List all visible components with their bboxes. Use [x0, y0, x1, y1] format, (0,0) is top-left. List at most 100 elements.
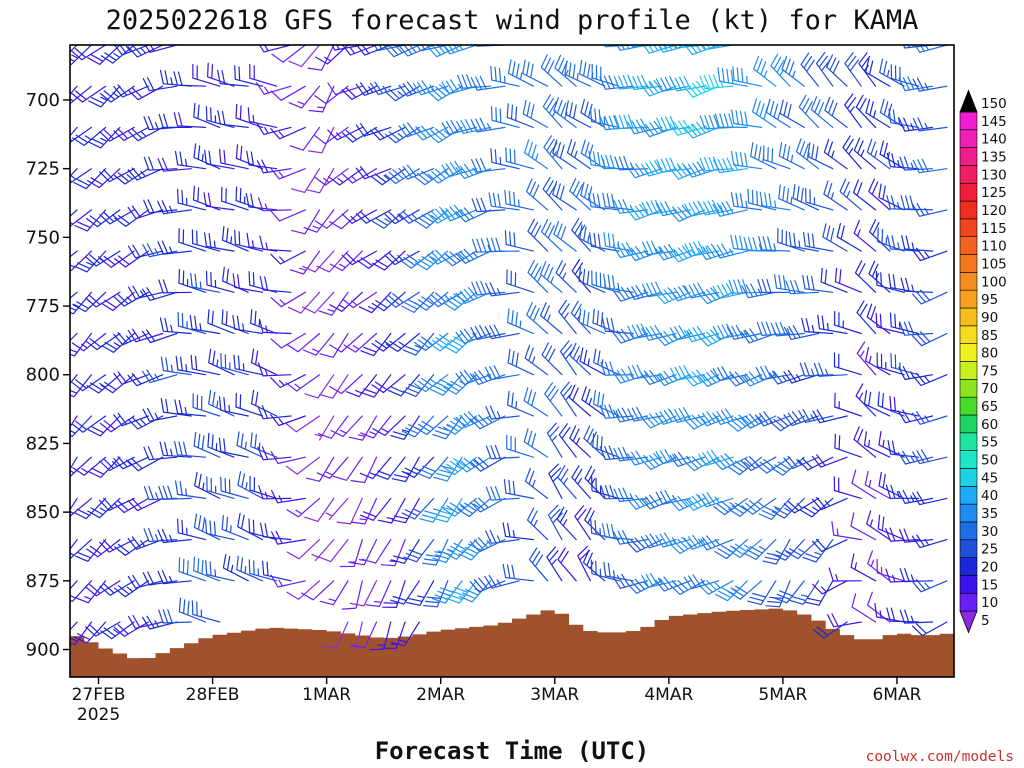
wind-barb — [300, 580, 335, 601]
wind-barb — [127, 497, 164, 512]
wind-barb — [157, 528, 192, 544]
wind-barb — [627, 364, 663, 380]
colorbar-cell — [959, 575, 978, 594]
wind-barb — [72, 456, 107, 476]
wind-barb — [127, 285, 164, 300]
wind-barb — [371, 291, 406, 312]
wind-barb — [127, 45, 164, 58]
wind-barb — [488, 192, 520, 211]
wind-barb — [208, 348, 235, 376]
wind-barb — [911, 331, 948, 347]
wind-barb — [783, 411, 820, 427]
wind-barb — [655, 449, 691, 465]
wind-barb — [369, 621, 392, 651]
wind-barb — [730, 150, 763, 170]
wind-barb — [70, 168, 92, 184]
wind-barb — [250, 309, 278, 335]
wind-barb — [865, 58, 891, 87]
wind-barb — [470, 497, 506, 513]
wind-barb — [773, 580, 805, 604]
wind-barb — [316, 250, 349, 273]
wind-barb — [427, 126, 463, 144]
wind-barb — [591, 63, 620, 87]
wind-barb — [542, 94, 563, 128]
colorbar-cell — [959, 485, 978, 505]
wind-barb — [912, 77, 948, 92]
wind-barb — [902, 45, 934, 49]
wind-barb — [221, 515, 249, 541]
wind-barb — [158, 279, 192, 294]
y-tick-label: 900 — [26, 640, 60, 661]
wind-barb — [914, 45, 948, 53]
wind-barb — [221, 186, 249, 211]
wind-barb — [355, 82, 392, 96]
wind-barb — [698, 579, 734, 595]
wind-barb — [174, 399, 207, 417]
wind-barb — [302, 332, 335, 356]
wind-barb — [178, 597, 207, 623]
wind-barb — [785, 539, 820, 560]
colorbar-label: 5 — [981, 613, 990, 629]
y-tick-label: 775 — [26, 296, 60, 317]
wind-barb — [250, 432, 278, 458]
wind-barb — [114, 580, 149, 598]
wind-barb — [853, 426, 877, 458]
wind-barb — [614, 156, 649, 171]
x-tick-label: 3MAR — [530, 685, 579, 705]
wind-barb — [174, 150, 207, 170]
y-tick-label: 875 — [26, 571, 60, 592]
wind-barb — [455, 369, 492, 385]
wind-barb — [157, 570, 192, 585]
wind-barb — [683, 534, 720, 550]
wind-barb — [470, 456, 506, 472]
wind-barb — [747, 188, 777, 211]
wind-barb — [340, 539, 363, 568]
wind-barb — [789, 580, 820, 605]
wind-barb — [812, 409, 848, 424]
wind-barb — [546, 422, 563, 458]
wind-barb — [190, 354, 221, 376]
wind-barb — [384, 291, 420, 308]
wind-barb — [833, 476, 862, 499]
wind-barb — [456, 119, 492, 134]
wind-barb — [553, 220, 577, 252]
wind-barb — [127, 167, 164, 181]
wind-barb — [431, 580, 463, 604]
wind-barb — [249, 475, 278, 499]
wind-barb — [318, 291, 349, 316]
wind-barb — [70, 456, 92, 477]
wind-barb — [173, 112, 207, 128]
wind-barb — [85, 291, 121, 308]
wind-barb — [627, 323, 663, 339]
wind-barb — [311, 539, 335, 562]
wind-barb — [878, 471, 905, 499]
wind-barb — [524, 467, 549, 499]
wind-barb — [899, 528, 934, 543]
wind-barb — [592, 433, 620, 458]
wind-barb — [342, 291, 378, 309]
wind-barb — [879, 58, 905, 87]
colorbar-cell — [959, 129, 978, 148]
wind-barb — [370, 126, 406, 141]
wind-barb — [564, 60, 591, 87]
wind-barb — [713, 157, 748, 174]
wind-barb — [855, 383, 877, 417]
wind-barb — [271, 530, 306, 545]
wind-barb — [70, 621, 78, 631]
wind-barb — [912, 491, 948, 506]
wind-barb — [270, 126, 306, 140]
wind-barb — [574, 505, 591, 541]
wind-barb — [778, 184, 805, 211]
wind-barb — [765, 580, 791, 608]
wind-barb — [191, 229, 221, 252]
wind-barb — [669, 536, 706, 554]
wind-barb — [581, 386, 606, 417]
wind-barb — [235, 144, 264, 170]
wind-barb — [669, 580, 706, 596]
wind-barb — [470, 325, 506, 340]
wind-barb — [127, 456, 164, 472]
wind-barb — [823, 138, 848, 170]
colorbar-label: 65 — [981, 399, 998, 415]
colorbar-cell — [959, 325, 978, 344]
wind-barb — [614, 114, 649, 130]
